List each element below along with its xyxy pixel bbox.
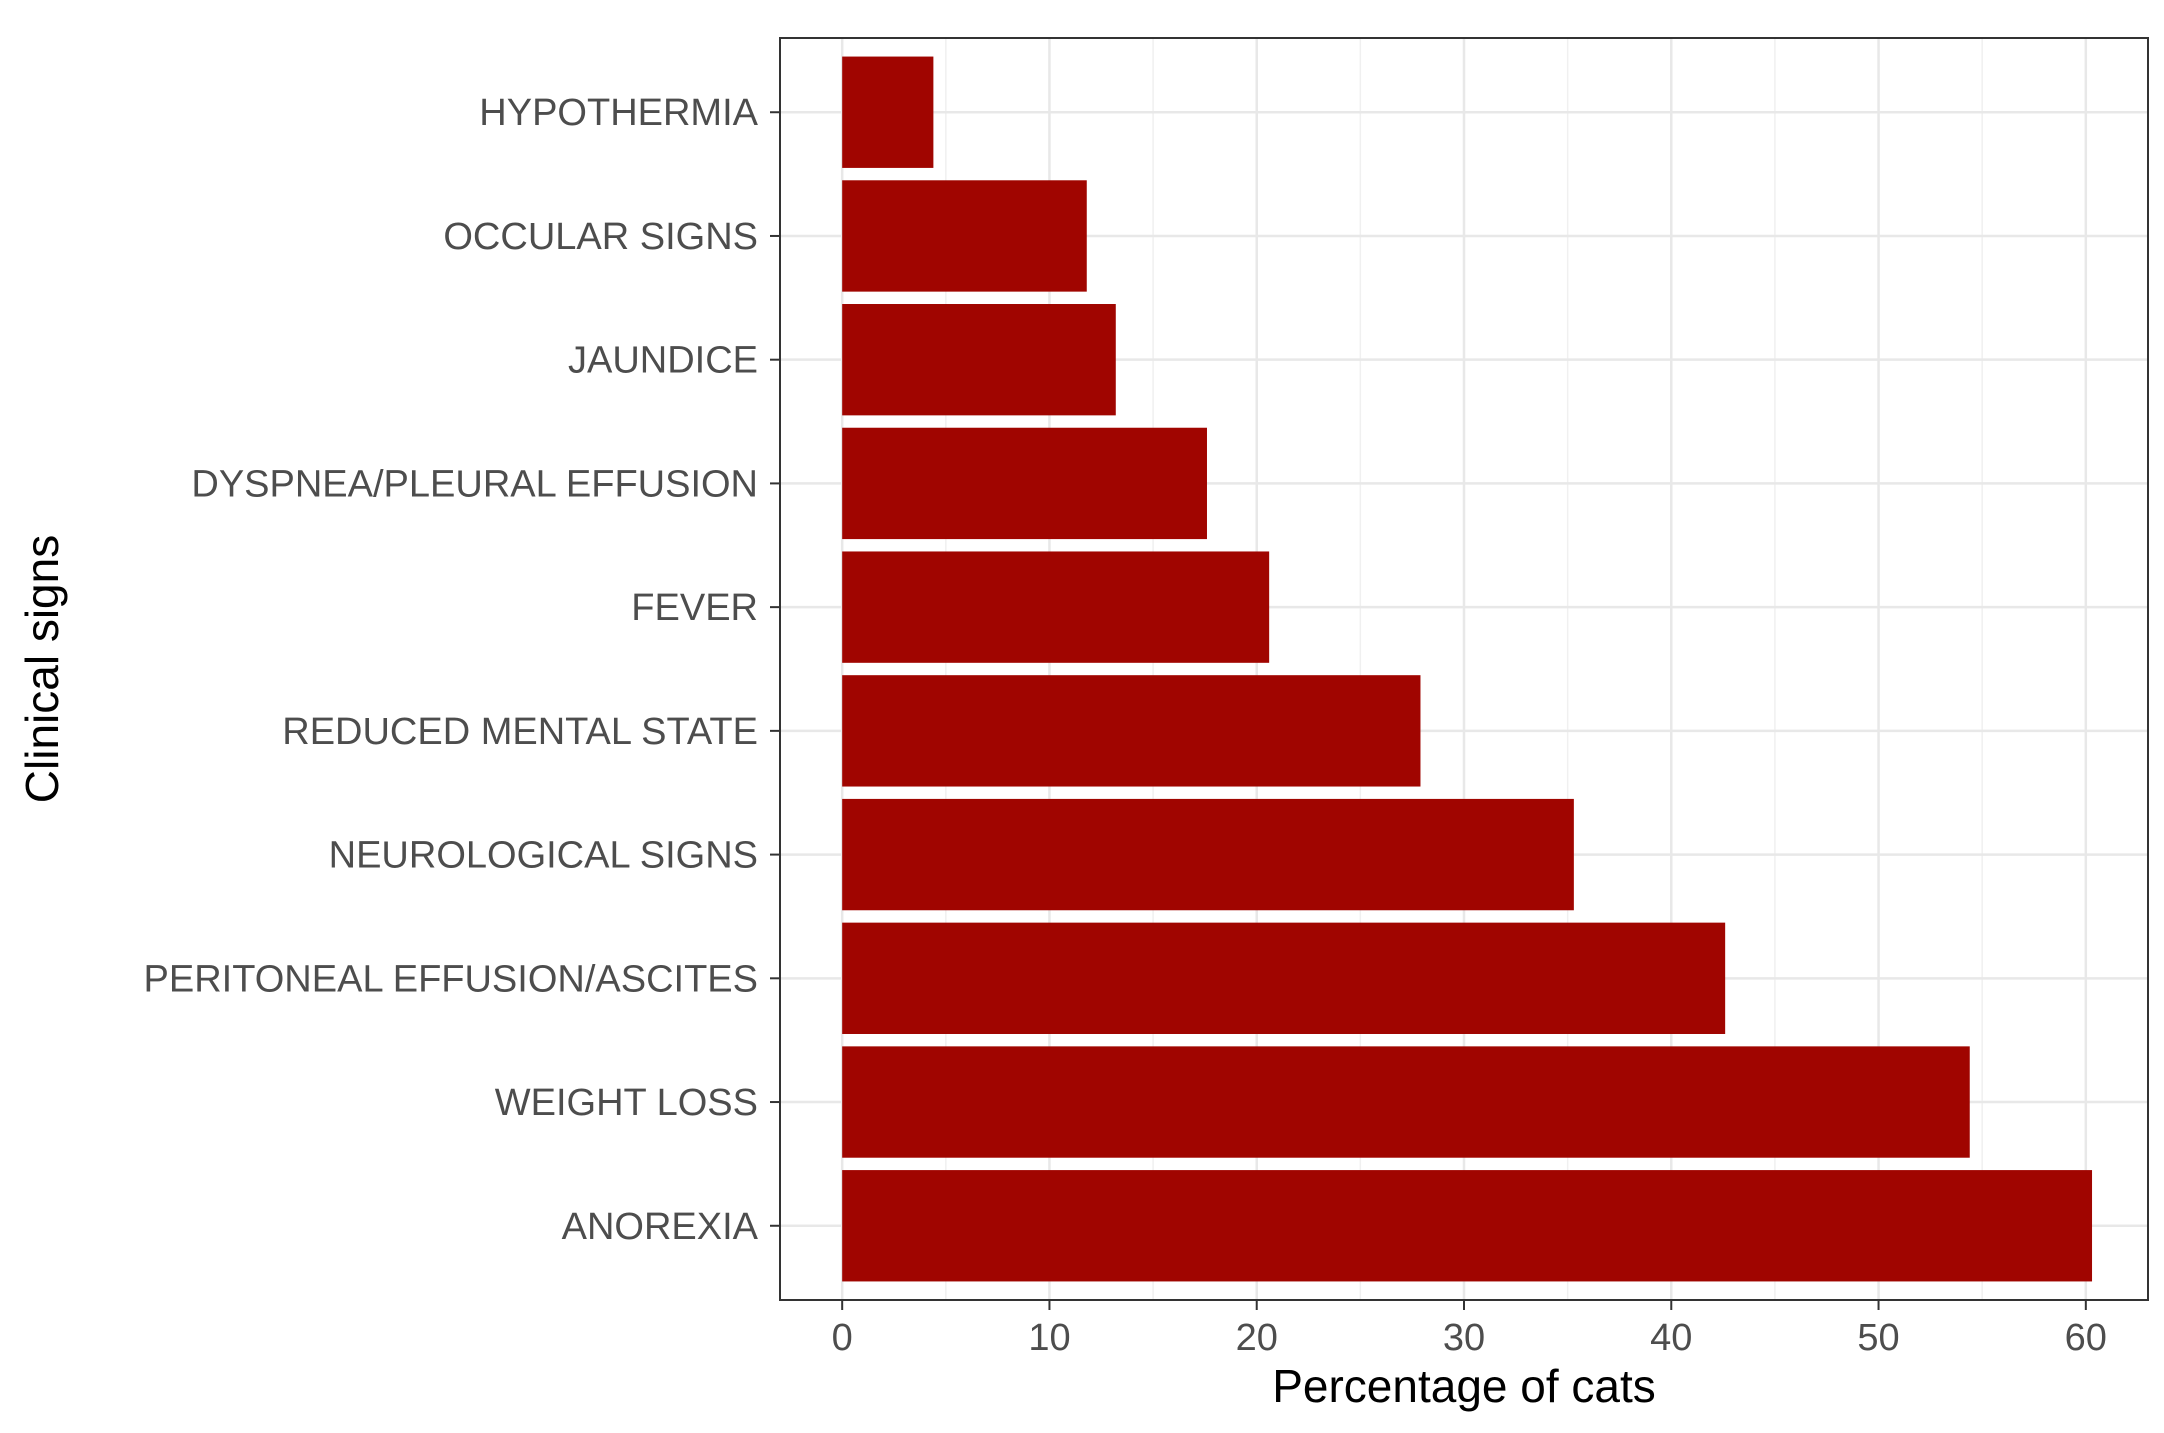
y-tick-label: JAUNDICE	[568, 340, 758, 382]
x-tick-label: 60	[2065, 1317, 2107, 1359]
y-tick-label: REDUCED MENTAL STATE	[282, 711, 758, 753]
bar-neurological-signs	[842, 798, 1574, 911]
bar-jaundice	[842, 304, 1116, 416]
y-axis-title: Clinical signs	[16, 535, 68, 803]
bar-reduced-mental-state	[842, 675, 1421, 787]
x-tick-label: 30	[1443, 1317, 1485, 1359]
bar-occular-signs	[842, 180, 1087, 292]
bar-peritoneal-effusion-ascites	[842, 922, 1726, 1034]
y-axis: HYPOTHERMIA OCCULAR SIGNS JAUNDICE DYSPNEA/…	[144, 92, 780, 1248]
bar-anorexia	[842, 1170, 2093, 1282]
y-tick-label: DYSPNEA/PLEURAL EFFUSION	[191, 463, 758, 505]
x-tick-label: 10	[1028, 1317, 1070, 1359]
y-tick-label: NEUROLOGICAL SIGNS	[329, 835, 758, 877]
y-tick-label: HYPOTHERMIA	[479, 92, 758, 134]
x-axis: 0 10 20 30 40 50 60	[832, 1300, 2107, 1359]
bar-hypothermia	[842, 56, 934, 168]
y-tick-label: FEVER	[631, 587, 758, 629]
bar-fever	[842, 551, 1270, 663]
y-tick-label: WEIGHT LOSS	[495, 1082, 758, 1124]
x-tick-label: 0	[832, 1317, 853, 1359]
y-tick-label: PERITONEAL EFFUSION/ASCITES	[144, 958, 758, 1000]
y-tick-label: ANOREXIA	[562, 1206, 759, 1248]
x-tick-label: 50	[1857, 1317, 1899, 1359]
x-axis-title: Percentage of cats	[1272, 1360, 1656, 1412]
y-tick-label: OCCULAR SIGNS	[443, 216, 758, 258]
bar-dyspnea-pleural-effusion	[842, 427, 1207, 540]
bars	[842, 56, 2093, 1282]
bar-weight-loss	[842, 1046, 1970, 1158]
x-tick-label: 20	[1236, 1317, 1278, 1359]
x-tick-label: 40	[1650, 1317, 1692, 1359]
